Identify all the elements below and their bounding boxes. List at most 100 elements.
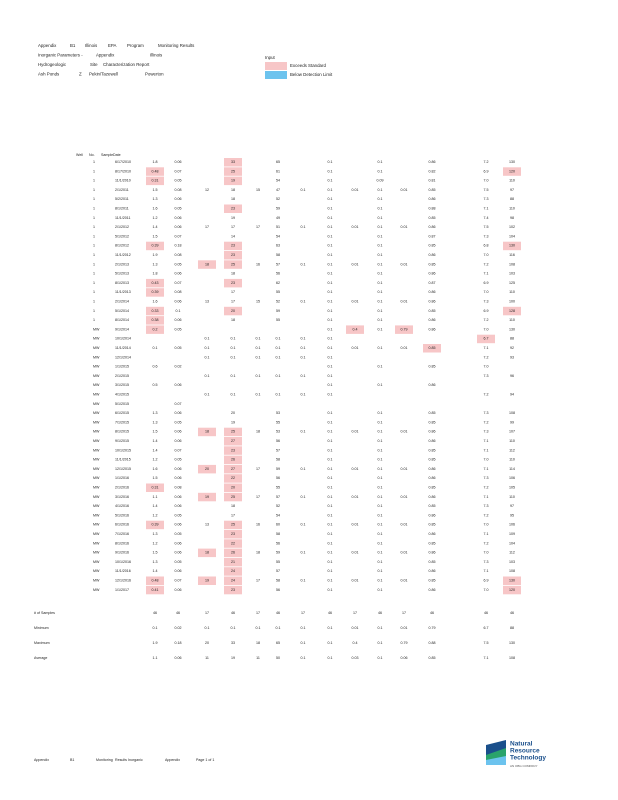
cell: 0.1 — [328, 216, 333, 220]
summary-cell: 0.1 — [301, 626, 306, 630]
cell: 1 — [93, 244, 95, 248]
cell: 0.01 — [401, 225, 408, 229]
cell: 0.1 — [301, 262, 306, 266]
cell: 0.06 — [175, 439, 182, 443]
cell: 0.6 — [153, 365, 158, 369]
cell: 17 — [205, 225, 209, 229]
summary-cell: 0.1 — [328, 641, 333, 645]
cell: 61 — [276, 169, 280, 173]
cell: 0.1 — [328, 290, 333, 294]
cell: 21 — [231, 560, 235, 564]
cell: 0.85 — [429, 560, 436, 564]
summary-cell: 46 — [378, 611, 382, 615]
cell: 0.05 — [175, 532, 182, 536]
summary-cell: 17 — [402, 611, 406, 615]
cell: 1.4 — [153, 504, 158, 508]
company-name: Technology — [510, 755, 546, 762]
highlight — [198, 427, 216, 437]
cell: 19 — [205, 578, 209, 582]
cell: 0.1 — [231, 337, 236, 341]
cell: 55 — [276, 560, 280, 564]
cell: 0.1 — [301, 374, 306, 378]
cell: 25 — [231, 430, 235, 434]
cell: 7.0 — [484, 179, 489, 183]
cell: 18 — [231, 272, 235, 276]
cell: 20 — [231, 411, 235, 415]
cell: 0.33 — [152, 309, 159, 313]
cell: 18 — [205, 551, 209, 555]
cell: 0.01 — [352, 188, 359, 192]
cell: 56 — [276, 541, 280, 545]
cell: 0.1 — [256, 355, 261, 359]
cell: 1.3 — [153, 560, 158, 564]
cell: 7.2 — [484, 420, 489, 424]
cell: 0.86 — [429, 569, 436, 573]
cell: 57 — [276, 262, 280, 266]
cell: MW — [93, 448, 100, 452]
cell: 0.06 — [175, 495, 182, 499]
cell: 2/1/2016 — [115, 485, 129, 489]
cell: 0.06 — [175, 569, 182, 573]
summary-cell: 0.18 — [175, 641, 182, 645]
cell: 7.2 — [484, 513, 489, 517]
cell: 6/17/2010 — [115, 160, 131, 164]
summary-cell: 0.1 — [328, 656, 333, 660]
cell: 0.01 — [401, 523, 408, 527]
cell: 0.1 — [378, 476, 383, 480]
tagline: AN OBG COMPANY — [510, 764, 537, 768]
highlight — [224, 437, 242, 446]
cell: 104 — [509, 234, 515, 238]
cell: 0.1 — [231, 392, 236, 396]
cell: 1.3 — [153, 262, 158, 266]
logo — [486, 740, 506, 765]
cell: 0.05 — [175, 206, 182, 210]
cell: 0.1 — [378, 225, 383, 229]
summary-cell: 0.03 — [352, 656, 359, 660]
cell: 0.1 — [301, 523, 306, 527]
cell: 1.6 — [153, 299, 158, 303]
cell: 0.41 — [152, 588, 159, 592]
cell: 0.2 — [153, 327, 158, 331]
cell: 7.2 — [484, 318, 489, 322]
cell: MW — [93, 504, 100, 508]
highlight — [198, 464, 216, 474]
legend-swatch — [265, 71, 287, 79]
cell: 1 — [93, 169, 95, 173]
cell: 0.1 — [276, 355, 281, 359]
cell: 7.1 — [484, 206, 489, 210]
cell: 0.1 — [328, 309, 333, 313]
cell: 1.2 — [153, 458, 158, 462]
cell: 20 — [205, 467, 209, 471]
cell: 0.81 — [429, 179, 436, 183]
cell: 11/1/2014 — [115, 346, 131, 350]
cell: 60 — [276, 523, 280, 527]
cell: 7.1 — [484, 439, 489, 443]
highlight — [224, 158, 242, 167]
cell: 0.1 — [328, 439, 333, 443]
legend-label: Below Detection Limit — [290, 72, 333, 77]
cell: 1 — [93, 234, 95, 238]
cell: 8/1/2013 — [115, 281, 129, 285]
cell: 0.1 — [328, 262, 333, 266]
cell: 0.85 — [429, 188, 436, 192]
header-text: Powerton — [145, 72, 164, 77]
cell: 0.1 — [328, 383, 333, 387]
cell: 110 — [509, 179, 515, 183]
cell: 54 — [276, 513, 280, 517]
cell: 0.86 — [429, 551, 436, 555]
cell: MW — [93, 383, 100, 387]
cell: 0.48 — [152, 169, 159, 173]
cell: 6.7 — [484, 337, 489, 341]
cell: 55 — [276, 290, 280, 294]
cell: 0.85 — [429, 365, 436, 369]
cell: 11/1/2013 — [115, 290, 131, 294]
cell: 110 — [509, 206, 515, 210]
highlight — [224, 567, 242, 576]
cell: 2/1/2014 — [115, 299, 129, 303]
cell: 0.01 — [352, 430, 359, 434]
cell: 57 — [276, 448, 280, 452]
cell: 0.1 — [328, 299, 333, 303]
cell: 1 — [93, 272, 95, 276]
cell: 0.1 — [256, 337, 261, 341]
cell: 0.1 — [301, 337, 306, 341]
